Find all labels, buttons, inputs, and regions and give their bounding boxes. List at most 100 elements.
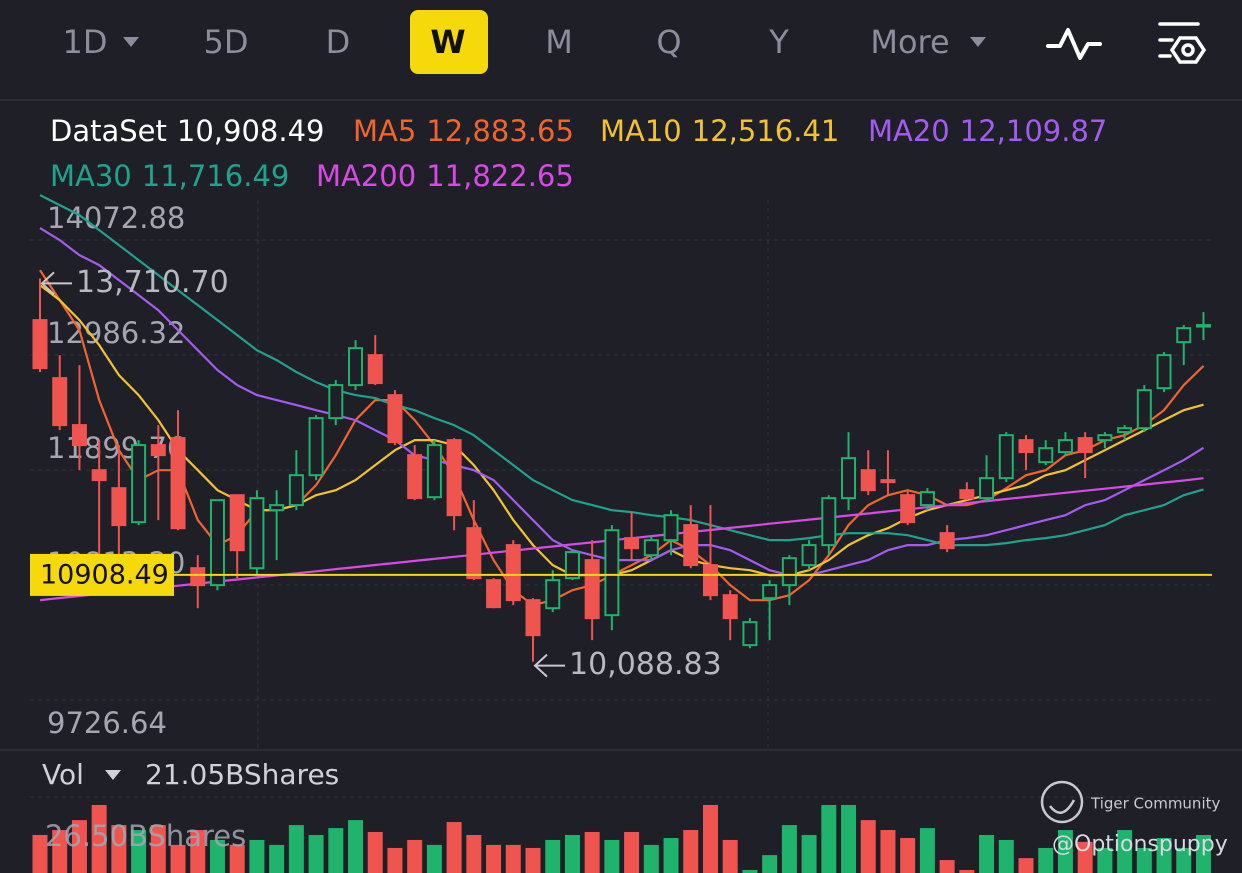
volume-bar [150,825,166,873]
candle-body [71,424,87,447]
volume-bar [841,804,857,873]
volume-bar [683,830,699,873]
candle-body [328,384,344,420]
legend-item: DataSet 10,908.49 [50,114,324,148]
candle-body [446,439,462,517]
volume-bar [328,828,344,873]
legend-value: 10,908.49 [177,114,325,148]
volume-bar [781,825,797,873]
candle-body [1057,439,1073,454]
candle-body [722,594,738,620]
candle-body [308,417,324,477]
volume-bar [545,839,561,873]
volume-bar [584,831,600,873]
legend-value: 12,109.87 [960,114,1108,148]
legend-value: 12,883.65 [426,114,574,148]
volume-bar [1156,838,1172,873]
candle-body [1117,427,1133,434]
tab[interactable]: W [430,23,465,61]
tab[interactable]: 1D [63,23,108,61]
volume-bar [801,834,817,873]
tab[interactable]: More [870,23,949,61]
legend-value: 11,822.65 [426,159,574,193]
volume-bar [959,869,975,873]
candle-body [486,579,502,609]
volume-bar [466,834,482,873]
tab[interactable]: M [545,23,573,61]
dropdown-arrow[interactable] [105,770,121,780]
candle-body [466,527,482,580]
candle-body [269,504,285,512]
candle-body [643,539,659,557]
volume-bar [998,839,1014,873]
candle-body [1097,434,1113,442]
tab[interactable]: Y [768,23,789,61]
volume-bar [939,860,955,873]
volume-bar [71,820,87,873]
candle-body [702,564,718,597]
volume-bar [564,834,580,873]
dropdown-arrow [123,37,139,47]
volume-bar [1117,830,1133,873]
volume-bar [1195,834,1211,873]
volume-bar [722,839,738,873]
candle-body [564,551,580,580]
candle-body [624,537,640,550]
settings-icon[interactable] [1158,22,1207,64]
candle-body [1195,324,1211,328]
volume-bar [742,869,758,873]
current-price-box [30,553,174,596]
legend-item: MA5 12,883.65 [353,114,574,148]
candle-body [32,319,48,370]
candle-body [900,494,916,524]
candle-body [387,394,403,444]
volume-bar [1018,858,1034,873]
candle-body [1038,447,1054,464]
volume-bar [52,830,68,873]
tab[interactable]: Q [656,23,681,61]
candle-body [584,559,600,620]
candle-body [525,599,541,637]
active-tab-background [410,10,488,74]
volume-bar [308,834,324,873]
indicator-icon[interactable] [1046,28,1102,60]
watermark-logo [1040,780,1084,824]
candle-body [190,567,206,587]
volume-bar [446,822,462,873]
volume-bar [979,834,995,873]
legend-name: MA200 [316,159,416,193]
volume-bar [1077,841,1093,873]
volume-bar [1136,847,1152,873]
legend-value: 11,716.49 [142,159,290,193]
volume-bar [170,844,186,873]
tab[interactable]: 5D [204,23,249,61]
volume-bar [762,855,778,873]
candle-body [860,469,876,492]
tab[interactable]: D [326,23,351,61]
ma-line [39,477,1204,602]
candle-body [919,491,935,507]
candle-body [762,584,778,600]
candle-body [880,479,896,484]
legend-name: DataSet [50,114,167,148]
overlay: Vol 21.05BShares Tiger Community @Option… [42,758,1228,857]
watermark-author: @Optionspuppy [1052,832,1228,857]
candle-body [209,499,225,587]
volume-tick-label: 26.50BShares [45,819,246,853]
candle-body [229,494,245,552]
volume-bar [702,804,718,873]
volume-bar [880,830,896,873]
candle-body [249,497,265,570]
legend-name: MA5 [353,114,416,148]
dropdown-arrow [970,37,986,47]
candle-body [367,354,383,385]
candle-body [841,457,857,500]
candle-body [742,621,758,647]
volume-bar [131,830,147,873]
candle-body [663,514,679,542]
volume-value: 21.05BShares [145,758,339,791]
volume-bar [190,830,206,873]
